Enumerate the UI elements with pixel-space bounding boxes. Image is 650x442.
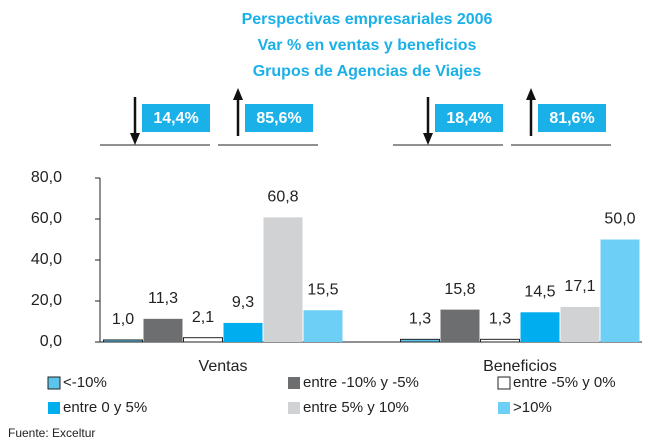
- y-tick-label: 80,0: [31, 169, 62, 186]
- bar: [183, 337, 223, 343]
- bar: [600, 239, 640, 342]
- legend-swatch: [498, 402, 510, 414]
- legend-swatch: [48, 402, 60, 414]
- bar: [480, 338, 520, 343]
- legend-label: entre -10% y -5%: [303, 374, 419, 391]
- legend-label: >10%: [513, 399, 552, 416]
- bar: [103, 339, 143, 343]
- legend-swatch: [288, 377, 300, 389]
- annotation-arrowhead: [526, 88, 536, 100]
- legend-label: entre -5% y 0%: [513, 374, 616, 391]
- legend-label: <-10%: [63, 374, 107, 391]
- annotation-box: [245, 104, 313, 132]
- chart-title: Grupos de Agencias de Viajes: [253, 63, 482, 80]
- annotation-box: [538, 104, 606, 132]
- data-label: 17,1: [564, 278, 595, 295]
- bar: [520, 312, 560, 342]
- bar: [440, 309, 480, 342]
- annotation-label: 18,4%: [446, 110, 491, 127]
- data-label: 50,0: [604, 211, 635, 228]
- data-label: 60,8: [267, 189, 298, 206]
- bar: [263, 217, 303, 342]
- data-label: 9,3: [232, 294, 254, 311]
- bar: [143, 318, 183, 342]
- annotation-label: 85,6%: [256, 110, 301, 127]
- y-tick-label: 60,0: [31, 210, 62, 227]
- legend-swatch: [288, 402, 300, 414]
- source: Fuente: Exceltur: [8, 426, 95, 440]
- y-tick-label: 40,0: [31, 251, 62, 268]
- x-tick-label: Ventas: [199, 358, 248, 375]
- legend-label: entre 5% y 10%: [303, 399, 409, 416]
- legend-swatch: [497, 376, 511, 390]
- data-label: 14,5: [524, 283, 555, 300]
- annotation-arrowhead: [130, 133, 140, 145]
- annotation-box: [435, 104, 503, 132]
- annotation-label: 81,6%: [549, 110, 594, 127]
- data-label: 15,8: [444, 281, 475, 298]
- y-tick-label: 20,0: [31, 292, 62, 309]
- annotation-box: [142, 104, 210, 132]
- data-label: 2,1: [192, 309, 214, 326]
- data-label: 15,5: [307, 281, 338, 298]
- data-label: 11,3: [148, 290, 178, 307]
- x-tick-label: Beneficios: [483, 358, 557, 375]
- data-label: 1,3: [409, 311, 431, 328]
- annotation-arrowhead: [423, 133, 433, 145]
- data-label: 1,3: [489, 311, 511, 328]
- legend-label: entre 0 y 5%: [63, 399, 147, 416]
- data-label: 1,0: [112, 311, 134, 328]
- chart-title: Var % en ventas y beneficios: [258, 37, 477, 54]
- bar: [400, 338, 440, 343]
- annotation-label: 14,4%: [153, 110, 198, 127]
- legend-swatch: [47, 376, 61, 390]
- annotation-arrowhead: [233, 88, 243, 100]
- y-tick-label: 0,0: [40, 333, 62, 350]
- bar: [303, 310, 343, 342]
- bar: [560, 306, 600, 342]
- chart-title: Perspectivas empresariales 2006: [242, 11, 493, 28]
- bar: [223, 322, 263, 342]
